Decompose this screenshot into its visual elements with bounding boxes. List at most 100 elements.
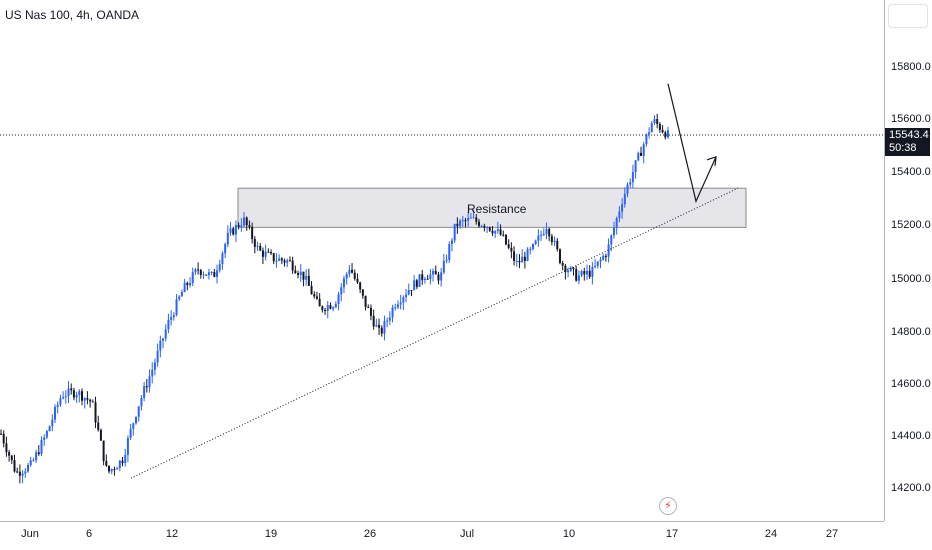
- candle-body: [116, 468, 119, 470]
- candle-body: [183, 282, 186, 292]
- candle-body: [232, 228, 235, 235]
- candle-body: [245, 217, 248, 226]
- candle-body: [318, 298, 321, 307]
- time-tick: Jun: [21, 528, 39, 540]
- candle-body: [324, 309, 327, 312]
- candle-body: [2, 433, 5, 444]
- candle-body: [386, 320, 389, 322]
- candle-body: [207, 272, 210, 276]
- candle-body: [29, 460, 32, 466]
- candle-body: [664, 132, 667, 138]
- candle-body: [35, 452, 38, 461]
- candle-body: [143, 386, 146, 398]
- candle-body: [621, 204, 624, 212]
- candle-body: [445, 259, 448, 261]
- resistance-label: Resistance: [467, 202, 527, 216]
- candle-body: [59, 398, 62, 405]
- candle-body: [423, 278, 426, 280]
- candle-body: [302, 271, 305, 280]
- candle-body: [221, 253, 224, 264]
- candle-body: [199, 270, 202, 275]
- candle-body: [113, 469, 116, 471]
- candle-body: [656, 119, 659, 125]
- candle-body: [661, 129, 664, 133]
- candle-body: [210, 271, 213, 273]
- candle-body: [180, 291, 183, 297]
- candle-body: [531, 244, 534, 249]
- candle-body: [580, 271, 583, 276]
- candle-body: [194, 269, 197, 273]
- candle-body: [653, 119, 656, 124]
- candle-body: [81, 391, 84, 401]
- candle-body: [40, 440, 43, 455]
- candle-body: [118, 460, 121, 469]
- candle-body: [86, 398, 89, 400]
- lightning-icon[interactable]: ⚡: [659, 497, 677, 515]
- candle-body: [213, 271, 216, 277]
- candle-body: [440, 272, 443, 281]
- chart-settings-box[interactable]: [888, 4, 928, 28]
- candle-body: [27, 465, 30, 472]
- candle-body: [418, 274, 421, 287]
- candle-body: [623, 193, 626, 205]
- candle-body: [394, 307, 397, 309]
- candle-body: [78, 391, 81, 395]
- candle-body: [569, 267, 572, 271]
- candle-body: [583, 271, 586, 275]
- candle-body: [342, 278, 345, 288]
- candle-body: [218, 263, 221, 271]
- candle-body: [234, 225, 237, 235]
- candle-body: [556, 240, 559, 250]
- candle-body: [189, 283, 192, 286]
- candle-body: [648, 132, 651, 135]
- candle-body: [16, 471, 19, 473]
- candle-body: [64, 396, 67, 398]
- candle-body: [126, 437, 129, 455]
- candle-body: [21, 473, 24, 476]
- time-tick: 17: [665, 528, 679, 540]
- candle-body: [45, 431, 48, 438]
- candle-body: [99, 429, 102, 441]
- candle-body: [345, 274, 348, 279]
- candle-body: [72, 390, 75, 398]
- candle-body: [229, 228, 232, 233]
- candle-body: [626, 184, 629, 194]
- candle-body: [504, 234, 507, 245]
- candle-body: [121, 460, 124, 464]
- projection-path: [667, 83, 717, 204]
- time-tick: 12: [165, 528, 179, 540]
- candle-body: [248, 225, 251, 227]
- candle-body: [453, 223, 456, 241]
- candle-body: [596, 261, 599, 266]
- time-tick: 26: [363, 528, 377, 540]
- candle-body: [575, 268, 578, 281]
- candle-body: [202, 274, 205, 276]
- candle-body: [469, 217, 472, 219]
- candle-body: [612, 227, 615, 236]
- candle-body: [494, 230, 497, 234]
- candle-body: [507, 244, 510, 248]
- axis-corner: [884, 521, 932, 550]
- candle-body: [480, 225, 483, 227]
- time-tick: 27: [825, 528, 839, 540]
- candle-body: [175, 299, 178, 316]
- candle-body: [410, 290, 413, 292]
- candle-body: [602, 255, 605, 260]
- candle-body: [243, 217, 246, 226]
- candle-body: [137, 406, 140, 417]
- candle-body: [450, 240, 453, 245]
- projection-arrowhead: [706, 155, 717, 166]
- candle-body: [548, 229, 551, 237]
- candle-body: [488, 227, 491, 231]
- candle-body: [8, 452, 11, 456]
- candle-body: [607, 244, 610, 257]
- candle-body: [553, 240, 556, 243]
- candle-body: [467, 217, 470, 221]
- candle-body: [313, 294, 316, 297]
- candle-body: [305, 275, 308, 280]
- candle-body: [267, 251, 270, 253]
- candle-body: [491, 230, 494, 234]
- candle-body: [162, 338, 165, 341]
- candle-body: [153, 362, 156, 370]
